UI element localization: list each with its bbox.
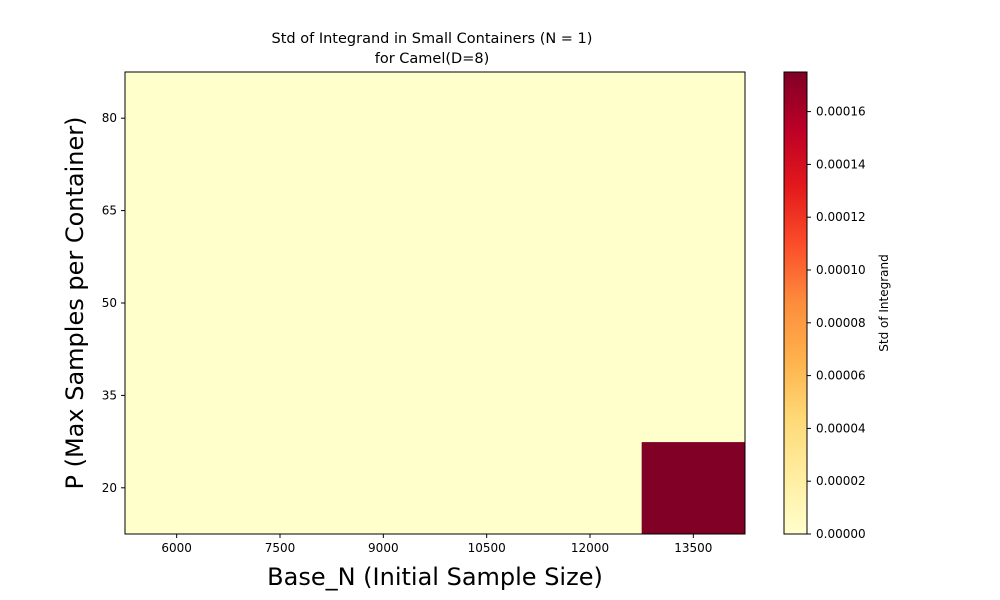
- y-tick-label: 20: [102, 481, 117, 495]
- heatmap-cell: [641, 164, 746, 258]
- x-axis-ticks: 6000 7500 9000 10500 12000 13500: [161, 534, 712, 555]
- y-tick-label: 65: [102, 204, 117, 218]
- heatmap-cell: [435, 256, 539, 350]
- heatmap-cell: [331, 256, 436, 350]
- heatmap-cell: [435, 164, 539, 258]
- colorbar-label: Std of Integrand: [877, 254, 891, 352]
- colorbar: [783, 71, 808, 535]
- heatmap-cell: [331, 441, 436, 535]
- heatmap-cell: [538, 349, 643, 443]
- heatmap-cell: [538, 164, 643, 258]
- colorbar-ticks: 0.00000 0.00002 0.00004 0.00006 0.00008 0.000…: [807, 105, 866, 541]
- x-tick-label: 6000: [161, 541, 192, 555]
- heatmap-cell: [538, 72, 643, 165]
- chart-title: Std of Integrand in Small Containers (N …: [272, 31, 593, 47]
- heatmap-cells: [125, 72, 746, 535]
- heatmap-cell: [228, 164, 333, 258]
- heatmap-cell: [641, 72, 746, 165]
- y-tick-label: 80: [102, 111, 117, 125]
- heatmap-cell: [538, 441, 643, 535]
- heatmap-cell: [125, 72, 229, 165]
- x-axis-label: Base_N (Initial Sample Size): [267, 563, 603, 591]
- colorbar-tick-label: 0.00002: [816, 474, 866, 488]
- colorbar-tick-label: 0.00014: [816, 157, 866, 171]
- heatmap-cell: [331, 72, 436, 165]
- x-tick-label: 10500: [468, 541, 506, 555]
- colorbar-tick-label: 0.00006: [816, 369, 866, 383]
- heatmap-cell: [125, 164, 229, 258]
- heatmap-cell: [125, 349, 229, 443]
- heatmap-cell: [125, 441, 229, 535]
- heatmap-cell: [331, 164, 436, 258]
- heatmap-cell: [435, 72, 539, 165]
- heatmap-cell: [641, 349, 746, 443]
- y-tick-label: 35: [102, 388, 117, 402]
- heatmap-cell: [641, 441, 746, 535]
- y-tick-label: 50: [102, 296, 117, 310]
- chart-subtitle: for Camel(D=8): [375, 51, 490, 67]
- heatmap-cell: [228, 256, 333, 350]
- heatmap-cell: [435, 441, 539, 535]
- heatmap-cell: [641, 256, 746, 350]
- x-tick-label: 7500: [265, 541, 296, 555]
- x-tick-label: 12000: [571, 541, 609, 555]
- heatmap-cell: [228, 72, 333, 165]
- x-tick-label: 9000: [368, 541, 399, 555]
- colorbar-tick-label: 0.00010: [816, 263, 866, 277]
- heatmap-cell: [125, 256, 229, 350]
- colorbar-tick-label: 0.00008: [816, 316, 866, 330]
- y-axis-label: P (Max Samples per Container): [61, 117, 89, 490]
- colorbar-tick-label: 0.00000: [816, 527, 866, 541]
- heatmap-cell: [435, 349, 539, 443]
- colorbar-tick-label: 0.00004: [816, 421, 866, 435]
- colorbar-tick-label: 0.00016: [816, 105, 866, 119]
- heatmap-cell: [228, 441, 333, 535]
- y-axis-ticks: 20 35 50 65 80: [102, 111, 125, 495]
- x-tick-label: 13500: [674, 541, 712, 555]
- heatmap-cell: [538, 256, 643, 350]
- colorbar-tick-label: 0.00012: [816, 210, 866, 224]
- heatmap-cell: [331, 349, 436, 443]
- heatmap-cell: [228, 349, 333, 443]
